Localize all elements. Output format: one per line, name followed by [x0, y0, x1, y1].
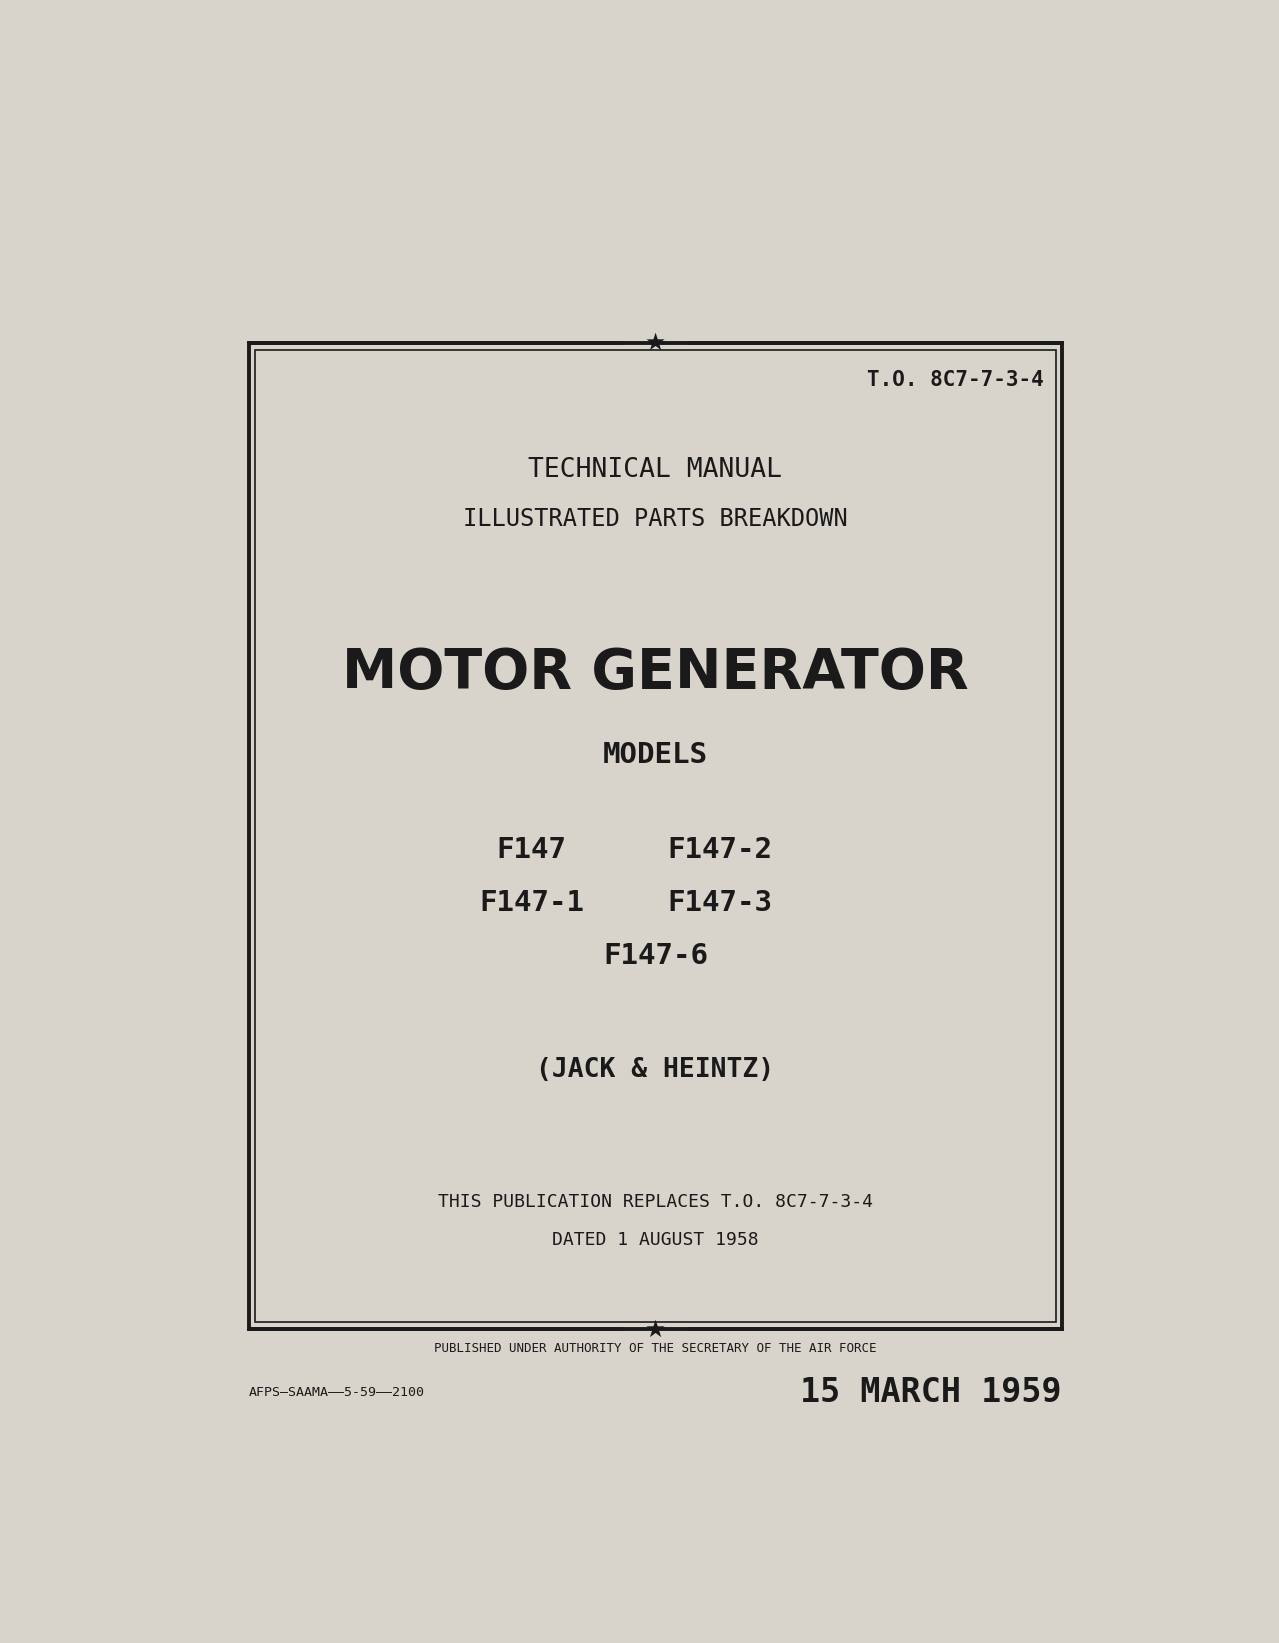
Text: MOTOR GENERATOR: MOTOR GENERATOR [343, 646, 968, 700]
Text: THIS PUBLICATION REPLACES T.O. 8C7-7-3-4: THIS PUBLICATION REPLACES T.O. 8C7-7-3-4 [437, 1193, 874, 1211]
Text: F147-2: F147-2 [668, 836, 773, 864]
Text: T.O. 8C7-7-3-4: T.O. 8C7-7-3-4 [867, 370, 1044, 391]
Text: F147: F147 [496, 836, 567, 864]
Text: ILLUSTRATED PARTS BREAKDOWN: ILLUSTRATED PARTS BREAKDOWN [463, 508, 848, 531]
Text: (JACK & HEINTZ): (JACK & HEINTZ) [536, 1058, 775, 1083]
Text: AFPS—SAAMA——5-59——2100: AFPS—SAAMA——5-59——2100 [249, 1387, 425, 1400]
Text: F147-6: F147-6 [602, 943, 709, 971]
Text: ★: ★ [645, 1318, 666, 1341]
Bar [249, 343, 1062, 1329]
Text: F147-1: F147-1 [480, 889, 585, 917]
Text: MODELS: MODELS [602, 741, 709, 769]
Text: ★: ★ [645, 330, 666, 355]
Bar [255, 350, 1056, 1323]
Text: DATED 1 AUGUST 1958: DATED 1 AUGUST 1958 [553, 1231, 758, 1249]
Text: F147-3: F147-3 [668, 889, 773, 917]
Text: TECHNICAL MANUAL: TECHNICAL MANUAL [528, 457, 783, 483]
Text: 15 MARCH 1959: 15 MARCH 1959 [801, 1377, 1062, 1410]
Text: PUBLISHED UNDER AUTHORITY OF THE SECRETARY OF THE AIR FORCE: PUBLISHED UNDER AUTHORITY OF THE SECRETA… [435, 1342, 876, 1355]
